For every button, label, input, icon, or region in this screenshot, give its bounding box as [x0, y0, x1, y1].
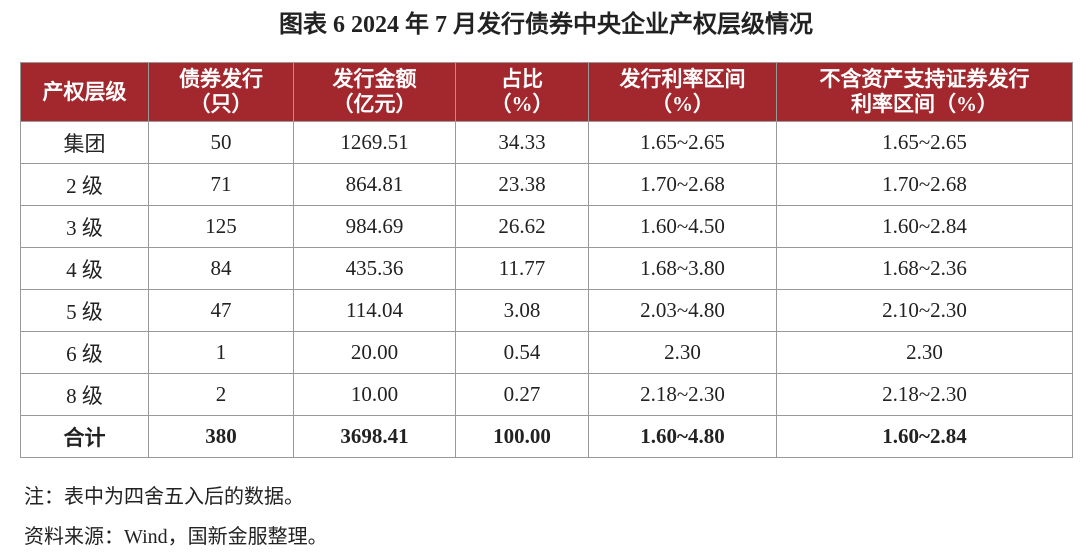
row: 6 级 1 20.00 0.54 2.30 2.30: [20, 331, 1073, 374]
cell: 1.65~2.65: [588, 121, 777, 164]
title: 图表 6 2024 年 7 月发行债券中央企业产权层级情况: [279, 12, 813, 38]
cell: 84: [148, 247, 294, 290]
row: 4 级 84 435.36 11.77 1.68~3.80 1.68~2.36: [20, 247, 1073, 290]
cell: 集团: [20, 121, 149, 164]
cell: 984.69: [293, 205, 456, 248]
total-cell: 3698.41: [293, 415, 456, 458]
row: 3 级 125 984.69 26.62 1.60~4.50 1.60~2.84: [20, 205, 1073, 248]
cell: 2.18~2.30: [588, 373, 777, 416]
cell: 20.00: [293, 331, 456, 374]
table: 产权层级 债券发行 （只） 发行金额 （亿元） 占比 （%） 发行利率区间 （%） 不含资产支持证…: [20, 62, 1073, 458]
total-cell: 100.00: [455, 415, 589, 458]
total-cell: 1.60~2.84: [776, 415, 1073, 458]
cell: 23.38: [455, 163, 589, 206]
cell: 0.54: [455, 331, 589, 374]
cell: 10.00: [293, 373, 456, 416]
cell: 2 级: [20, 163, 149, 206]
total-cell: 380: [148, 415, 294, 458]
cell: 2.30: [588, 331, 777, 374]
header-text: （%）: [651, 92, 714, 116]
header-cell: 债券发行 （只）: [148, 62, 294, 122]
header-cell: 不含资产支持证券发行 利率区间（%）: [776, 62, 1073, 122]
header-cell: 发行利率区间 （%）: [588, 62, 777, 122]
cell: 47: [148, 289, 294, 332]
cell: 8 级: [20, 373, 149, 416]
total-row: 合计 380 3698.41 100.00 1.60~4.80 1.60~2.84: [20, 415, 1073, 458]
cell: 34.33: [455, 121, 589, 164]
cell: 4 级: [20, 247, 149, 290]
header-cell: 占比 （%）: [455, 62, 589, 122]
cell: 1.60~4.50: [588, 205, 777, 248]
cell: 114.04: [293, 289, 456, 332]
cell: 5 级: [20, 289, 149, 332]
cell: 864.81: [293, 163, 456, 206]
header-cell: 发行金额 （亿元）: [293, 62, 456, 122]
cell: 0.27: [455, 373, 589, 416]
cell: 1269.51: [293, 121, 456, 164]
cell: 11.77: [455, 247, 589, 290]
cell: 2.30: [776, 331, 1073, 374]
cell: 6 级: [20, 331, 149, 374]
header-text: 占比: [501, 67, 543, 91]
header-cell: 产权层级: [20, 62, 149, 122]
cell: 1.70~2.68: [588, 163, 777, 206]
cell: 71: [148, 163, 294, 206]
header-text: （只）: [189, 92, 253, 116]
note: 注：表中为四舍五入后的数据。: [24, 486, 304, 508]
row: 2 级 71 864.81 23.38 1.70~2.68 1.70~2.68: [20, 163, 1073, 206]
row: 5 级 47 114.04 3.08 2.03~4.80 2.10~2.30: [20, 289, 1073, 332]
header-text: （%）: [490, 92, 554, 116]
total-cell: 1.60~4.80: [588, 415, 777, 458]
header-text: 债券发行: [179, 67, 263, 91]
header-text: 发行利率区间: [619, 67, 746, 91]
total-cell: 合计: [20, 415, 149, 458]
cell: 435.36: [293, 247, 456, 290]
header-text: （亿元）: [332, 92, 417, 116]
cell: 2: [148, 373, 294, 416]
cell: 1.70~2.68: [776, 163, 1073, 206]
cell: 125: [148, 205, 294, 248]
header-text: 产权层级: [42, 79, 127, 104]
cell: 1.68~2.36: [776, 247, 1073, 290]
cell: 1.68~3.80: [588, 247, 777, 290]
header-text: 不含资产支持证券发行: [819, 67, 1030, 91]
cell: 2.10~2.30: [776, 289, 1073, 332]
cell: 3 级: [20, 205, 149, 248]
cell: 26.62: [455, 205, 589, 248]
cell: 1: [148, 331, 294, 374]
header-text: 利率区间（%）: [851, 92, 998, 116]
cell: 1.65~2.65: [776, 121, 1073, 164]
header-text: 发行金额: [332, 67, 417, 91]
row: 8 级 2 10.00 0.27 2.18~2.30 2.18~2.30: [20, 373, 1073, 416]
row: 集团 50 1269.51 34.33 1.65~2.65 1.65~2.65: [20, 121, 1073, 164]
cell: 50: [148, 121, 294, 164]
header-row: 产权层级 债券发行 （只） 发行金额 （亿元） 占比 （%） 发行利率区间 （%） 不含资产支持证…: [20, 62, 1073, 122]
source: 资料来源：Wind，国新金服整理。: [24, 526, 328, 548]
cell: 3.08: [455, 289, 589, 332]
cell: 2.18~2.30: [776, 373, 1073, 416]
cell: 1.60~2.84: [776, 205, 1073, 248]
cell: 2.03~4.80: [588, 289, 777, 332]
